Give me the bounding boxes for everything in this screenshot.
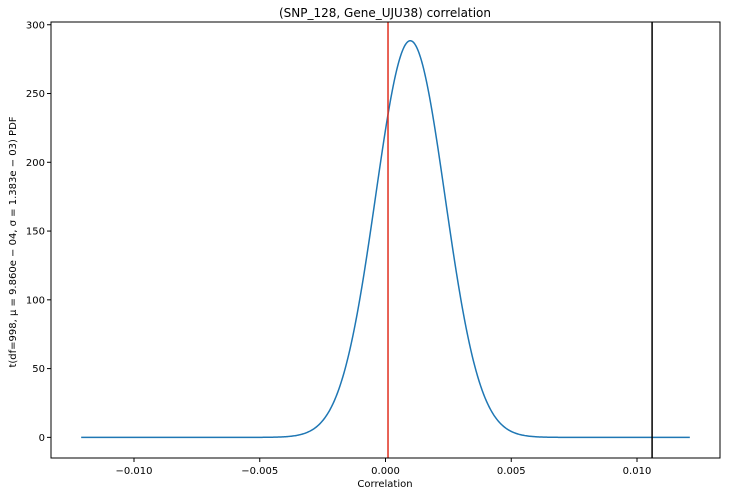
x-tick-label: −0.005 [241,466,278,477]
pdf-curve-line [81,39,690,439]
chart-title: (SNP_128, Gene_UJU38) correlation [279,6,491,20]
x-tick-label: 0.000 [371,466,400,477]
x-axis-label: Correlation [357,479,412,490]
y-tick-label: 0 [39,433,45,444]
y-tick-label: 250 [26,89,45,100]
y-tick-label: 150 [26,227,45,238]
y-tick-label: 50 [32,364,45,375]
y-axis-label: t(df=998, μ = 9.860e − 04, σ = 1.383e − … [8,116,19,367]
y-tick-label: 100 [26,295,45,306]
x-tick-label: 0.010 [623,466,652,477]
plot-frame [50,21,721,459]
x-tick-label: −0.010 [115,466,152,477]
y-tick-label: 300 [26,20,45,31]
y-tick-label: 200 [26,158,45,169]
x-tick-label: 0.005 [497,466,526,477]
